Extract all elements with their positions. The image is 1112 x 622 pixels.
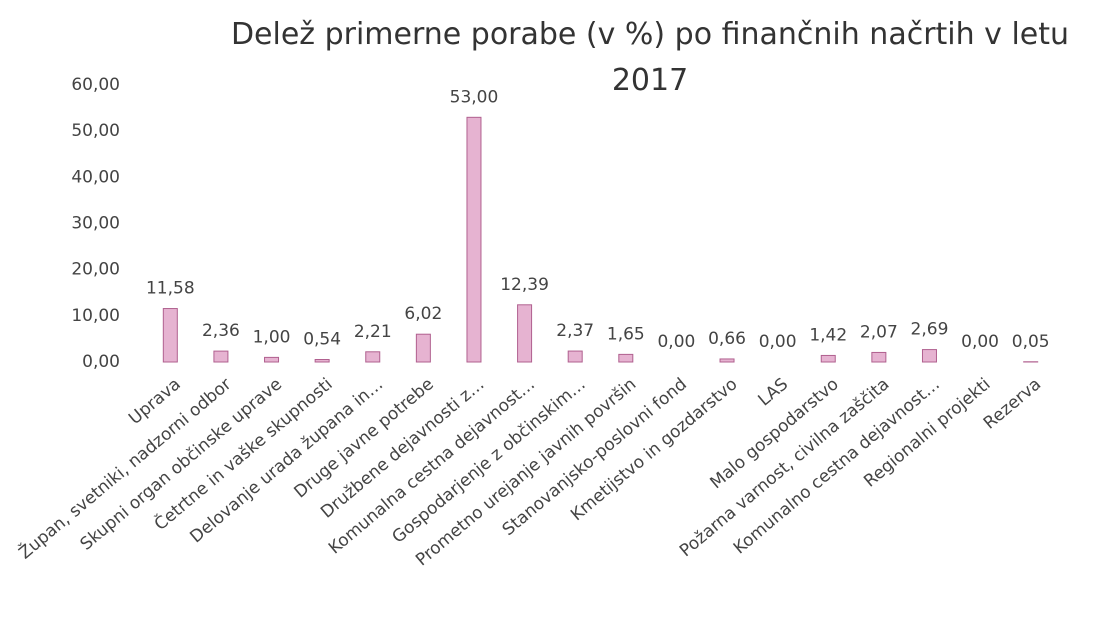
y-tick-label: 50,00	[71, 121, 120, 141]
y-tick-label: 10,00	[71, 306, 120, 326]
bar	[719, 358, 735, 363]
value-label: 0,66	[708, 329, 746, 349]
bar	[921, 349, 937, 363]
x-tick-label: LAS	[754, 374, 792, 410]
y-tick-label: 60,00	[71, 75, 120, 95]
value-label: 0,00	[657, 332, 695, 352]
value-label: 0,05	[1012, 332, 1050, 352]
bar	[213, 350, 229, 363]
bar	[264, 356, 280, 363]
bar	[466, 116, 482, 363]
value-label: 1,42	[809, 325, 847, 345]
value-label: 0,00	[961, 332, 999, 352]
value-label: 1,00	[253, 327, 291, 347]
value-label: 2,21	[354, 322, 392, 342]
value-label: 11,58	[146, 279, 195, 299]
value-label: 2,36	[202, 321, 240, 341]
value-label: 0,00	[759, 332, 797, 352]
x-tick-label: Rezerva	[980, 374, 1045, 433]
bar	[415, 333, 431, 363]
bar	[365, 351, 381, 363]
value-label: 6,02	[404, 304, 442, 324]
y-tick-label: 0,00	[82, 352, 120, 372]
value-label: 2,37	[556, 321, 594, 341]
bar	[517, 304, 533, 363]
y-tick-label: 40,00	[71, 167, 120, 187]
bar	[618, 353, 634, 363]
bar	[162, 308, 178, 363]
y-tick-label: 30,00	[71, 214, 120, 234]
value-label: 2,07	[860, 322, 898, 342]
value-label: 53,00	[450, 87, 499, 107]
bar	[820, 354, 836, 363]
value-label: 1,65	[607, 324, 645, 344]
bar	[314, 359, 330, 363]
bar	[567, 350, 583, 363]
x-tick-label: Skupni organ občinske uprave	[77, 374, 286, 554]
value-label: 2,69	[911, 320, 949, 340]
chart-title: Delež primerne porabe (v %) po finančnih…	[230, 17, 1070, 98]
value-label: 0,54	[303, 330, 341, 350]
y-tick-label: 20,00	[71, 260, 120, 280]
bar	[871, 351, 887, 363]
value-label: 12,39	[500, 275, 549, 295]
